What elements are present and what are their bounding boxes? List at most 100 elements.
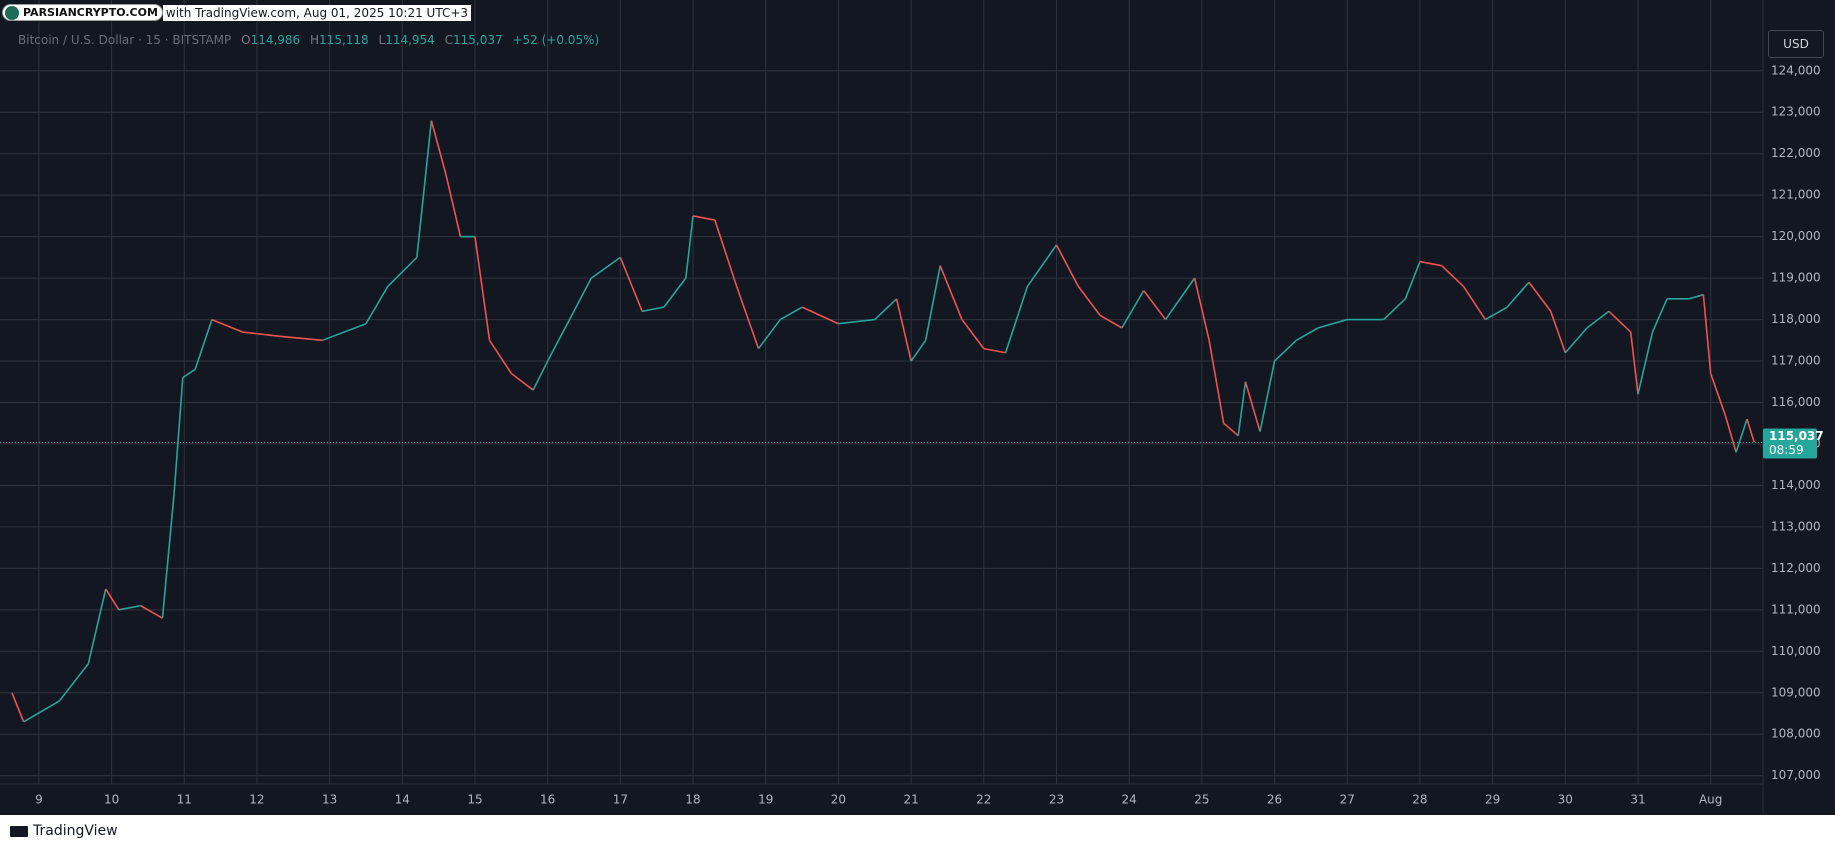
chart-background [0, 0, 1835, 815]
ohlc-value: 114,986 [250, 33, 301, 47]
price-segment [1746, 418, 1756, 443]
ohlc-value: 115,037 [453, 33, 503, 47]
price-segment [1462, 285, 1487, 321]
watermark-site: PARSIANCRYPTO.COM [2, 4, 163, 21]
x-tick-label: 10 [104, 793, 119, 807]
price-segment [1223, 422, 1239, 437]
price-segment [685, 215, 694, 279]
y-tick-label: 107,000 [1771, 768, 1821, 782]
price-segment [1143, 290, 1167, 321]
price-segment [939, 265, 963, 320]
x-tick-label: 15 [467, 793, 482, 807]
x-tick-label: 17 [613, 793, 628, 807]
price-segment [488, 339, 513, 374]
y-tick-label: 114,000 [1771, 478, 1821, 492]
price-segment [1317, 318, 1348, 329]
price-segment [1244, 381, 1261, 432]
price-segment [416, 120, 433, 258]
price-segment [140, 605, 163, 619]
y-tick-label: 123,000 [1771, 105, 1821, 119]
price-segment [663, 277, 687, 308]
countdown: 08:59 [1769, 443, 1804, 457]
x-tick-label: 22 [976, 793, 991, 807]
price-segment [1586, 310, 1610, 329]
x-tick-label: 9 [35, 793, 43, 807]
price-segment [161, 493, 175, 619]
x-tick-label: 14 [395, 793, 410, 807]
price-segment [735, 286, 760, 349]
last-price-label: 115,037 [1769, 429, 1824, 443]
x-tick-label: 29 [1485, 793, 1500, 807]
price-segment [874, 298, 898, 321]
price-segment [1274, 339, 1297, 362]
price-segment [194, 319, 213, 370]
price-segment [387, 256, 418, 287]
x-tick-label: 12 [249, 793, 264, 807]
last-price-tag [1763, 428, 1817, 459]
y-tick-label: 118,000 [1771, 312, 1821, 326]
change: +52 (+0.05%) [512, 33, 600, 47]
x-tick-label: 23 [1049, 793, 1064, 807]
y-tick-label: 120,000 [1771, 229, 1821, 243]
price-segment [1026, 244, 1058, 287]
price-segment [1055, 244, 1080, 287]
currency-button[interactable]: USD [1768, 30, 1824, 58]
price-segment [1404, 261, 1421, 300]
price-segment [1637, 331, 1654, 395]
price-segment [23, 700, 60, 723]
price-segment [1688, 293, 1704, 300]
price-segment [779, 306, 803, 321]
price-segment [619, 257, 643, 312]
price-segment [642, 306, 665, 313]
price-segment [568, 277, 593, 320]
price-segment [278, 335, 323, 342]
ohlc-value: 115,118 [319, 33, 369, 47]
x-tick-label: 13 [322, 793, 337, 807]
price-segment [590, 256, 621, 279]
price-segment [1608, 310, 1632, 333]
price-segment [242, 331, 279, 337]
x-tick-label: 24 [1122, 793, 1137, 807]
price-segment [322, 322, 367, 342]
price-segment [910, 339, 927, 362]
price-segment [1208, 340, 1225, 424]
x-tick-label: 18 [685, 793, 700, 807]
price-segment [1735, 418, 1748, 453]
legend-header: Bitcoin / U.S. Dollar · 15 · BITSTAMP O1… [18, 33, 599, 47]
price-segment [1702, 294, 1712, 374]
price-segment [714, 219, 738, 287]
price-segment [1419, 260, 1442, 267]
price-segment [1484, 306, 1508, 321]
price-segment [1651, 298, 1668, 333]
y-tick-label: 117,000 [1771, 354, 1821, 368]
price-segment [445, 174, 462, 237]
watermark: PARSIANCRYPTO.COM with TradingView.com, … [2, 4, 472, 21]
y-tick-label: 108,000 [1771, 727, 1821, 741]
price-segment [532, 360, 549, 391]
price-segment [961, 319, 985, 350]
x-tick-label: Aug [1699, 793, 1722, 807]
y-tick-label: 121,000 [1771, 188, 1821, 202]
price-segment [1441, 265, 1465, 287]
price-segment [365, 286, 389, 325]
ohlc-key: C [444, 33, 454, 47]
y-tick-label: 109,000 [1771, 685, 1821, 699]
price-segment [924, 265, 941, 341]
x-tick-label: 19 [758, 793, 773, 807]
price-segment [1099, 314, 1123, 329]
y-tick-label: 119,000 [1771, 271, 1821, 285]
price-segment [1237, 381, 1247, 436]
price-segment [87, 588, 107, 664]
price-segment [692, 215, 716, 221]
price-segment [895, 298, 912, 362]
y-tick-label: 113,000 [1771, 519, 1821, 533]
ohlc-value: 114,954 [385, 33, 435, 47]
ohlc-key: O [241, 33, 251, 47]
price-segment [757, 319, 781, 350]
ohlc-key: H [310, 33, 320, 47]
y-tick-label: 112,000 [1771, 561, 1821, 575]
price-segment [211, 318, 243, 333]
price-segment [173, 377, 184, 494]
price-segment [11, 692, 25, 723]
